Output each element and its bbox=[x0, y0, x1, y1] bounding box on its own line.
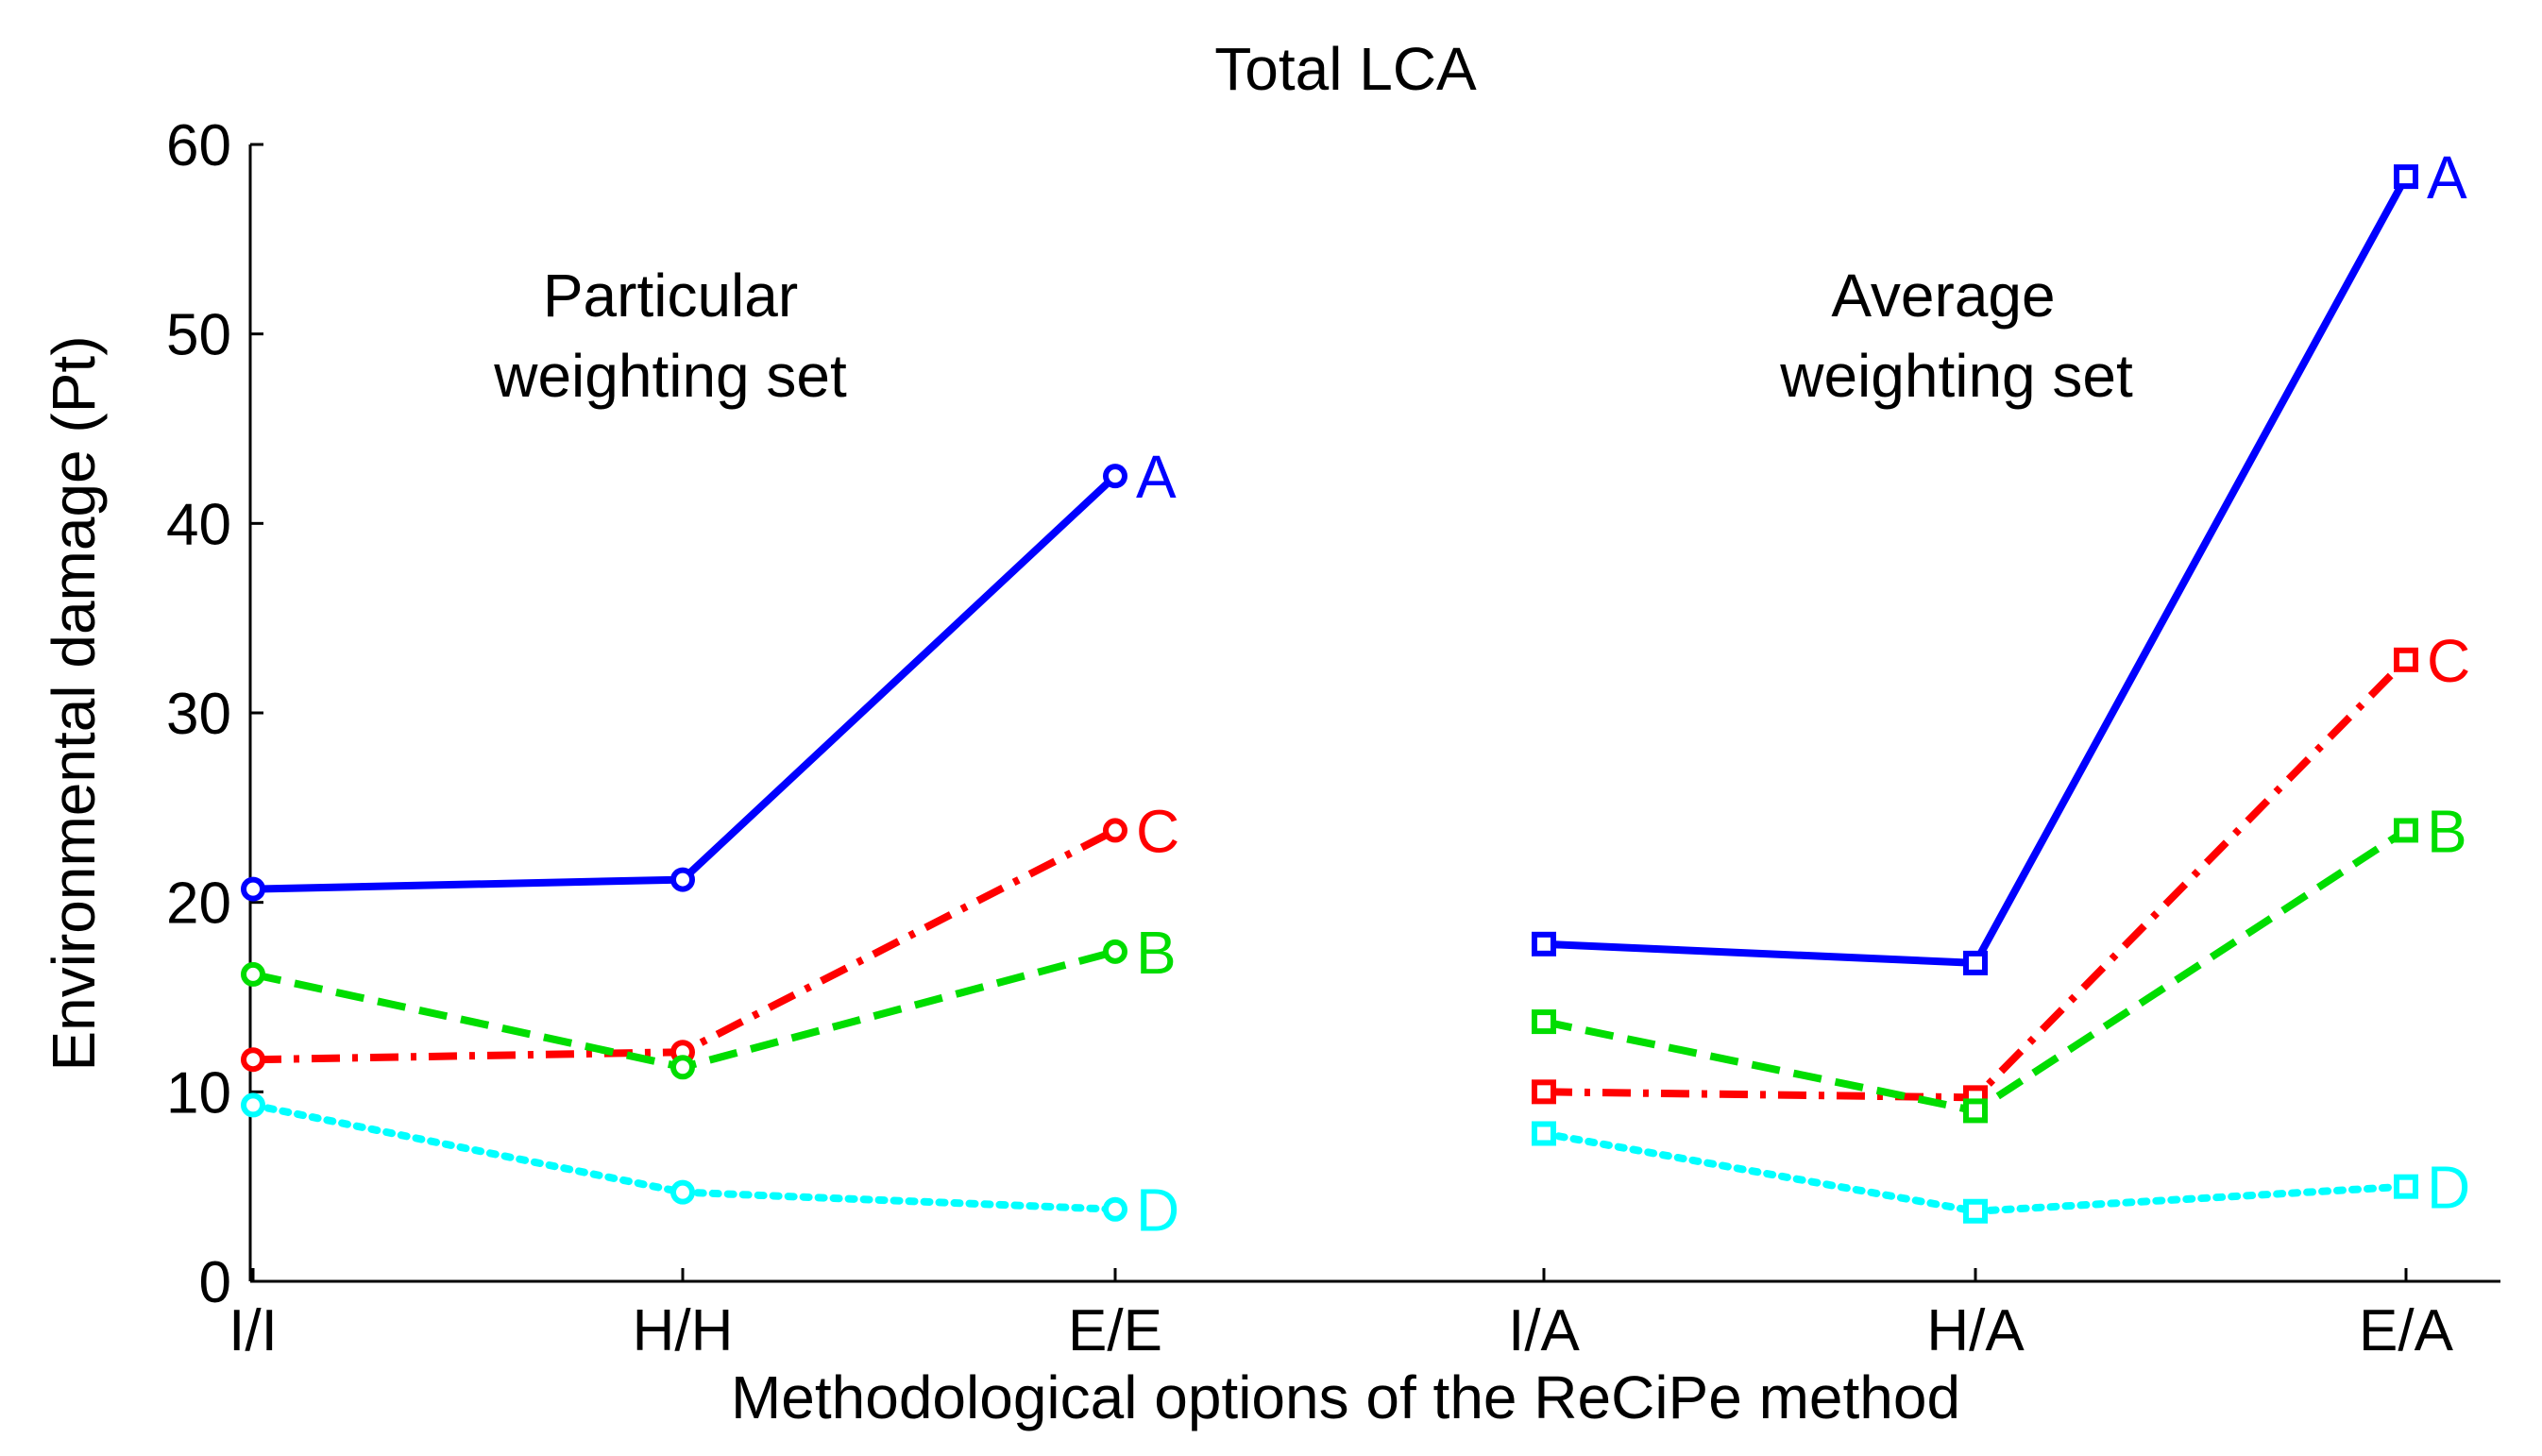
series-end-label: C bbox=[2427, 627, 2470, 695]
series-A-group-1: A bbox=[241, 443, 1177, 902]
series-D-group-2: D bbox=[1532, 1121, 2470, 1224]
chart-title: Total LCA bbox=[1214, 35, 1477, 103]
data-point bbox=[1963, 950, 1988, 975]
data-point bbox=[1963, 1198, 1988, 1224]
y-tick-label: 60 bbox=[166, 113, 231, 178]
series-end-label: A bbox=[2427, 144, 2467, 212]
series-line bbox=[252, 826, 1117, 1064]
series-end-label: D bbox=[2427, 1154, 2470, 1222]
data-point bbox=[670, 1179, 695, 1205]
y-axis-label: Environmental damage (Pt) bbox=[40, 335, 108, 1071]
data-point bbox=[2394, 647, 2418, 672]
annotation-average-line1: Average bbox=[1831, 262, 2055, 330]
y-tick-label: 0 bbox=[199, 1250, 231, 1315]
series-end-label: B bbox=[2427, 797, 2467, 865]
x-tick-label: I/A bbox=[1508, 1298, 1580, 1363]
x-tick-label: E/E bbox=[1068, 1298, 1162, 1363]
series-C-group-1: C bbox=[241, 797, 1179, 1073]
data-point bbox=[241, 961, 265, 987]
data-point bbox=[1532, 931, 1556, 957]
data-point bbox=[1103, 464, 1127, 489]
y-tick-label: 50 bbox=[166, 303, 231, 368]
series-C-group-2: C bbox=[1532, 627, 2470, 1110]
data-point bbox=[241, 876, 265, 902]
data-point bbox=[2394, 818, 2418, 843]
data-point bbox=[1103, 818, 1127, 843]
data-point bbox=[1532, 1009, 1556, 1035]
y-tick-label: 20 bbox=[166, 872, 231, 937]
series-D-group-1: D bbox=[241, 1092, 1179, 1244]
annotation-particular-line2: weighting set bbox=[493, 342, 847, 410]
series-end-label: B bbox=[1136, 919, 1177, 987]
series-line bbox=[252, 473, 1118, 893]
y-tick-label: 40 bbox=[166, 492, 231, 557]
x-tick-label: H/A bbox=[1926, 1298, 2025, 1363]
data-point bbox=[670, 867, 695, 892]
data-point bbox=[1103, 939, 1127, 964]
series-end-label: C bbox=[1136, 797, 1179, 865]
x-tick-label: E/A bbox=[2359, 1298, 2454, 1363]
data-point bbox=[1532, 1079, 1556, 1105]
series-end-label: A bbox=[1136, 443, 1177, 511]
data-point bbox=[241, 1047, 265, 1073]
data-point bbox=[670, 1055, 695, 1080]
data-point bbox=[1963, 1098, 1988, 1124]
x-axis-label: Methodological options of the ReCiPe met… bbox=[731, 1363, 1960, 1431]
y-ticks: 0 10 20 30 40 50 60 bbox=[166, 113, 263, 1315]
x-ticks: I/I H/H E/E I/A H/A E/A bbox=[229, 1268, 2454, 1363]
data-point bbox=[2394, 1174, 2418, 1199]
annotation-particular-line1: Particular bbox=[543, 262, 798, 330]
x-tick-label: H/H bbox=[633, 1298, 734, 1363]
data-point bbox=[241, 1092, 265, 1118]
series-line bbox=[1543, 657, 2409, 1102]
data-point bbox=[2394, 164, 2418, 190]
y-tick-label: 10 bbox=[166, 1060, 231, 1126]
data-point bbox=[1103, 1196, 1127, 1222]
annotation-average-line2: weighting set bbox=[1779, 342, 2133, 410]
series-B-group-1: B bbox=[241, 919, 1177, 1080]
series-B-group-2: B bbox=[1532, 797, 2467, 1124]
series-A-group-2: A bbox=[1532, 144, 2467, 975]
data-point bbox=[1532, 1121, 1556, 1146]
y-tick-label: 30 bbox=[166, 682, 231, 747]
series-end-label: D bbox=[1136, 1177, 1179, 1244]
x-tick-label: I/I bbox=[229, 1298, 278, 1363]
